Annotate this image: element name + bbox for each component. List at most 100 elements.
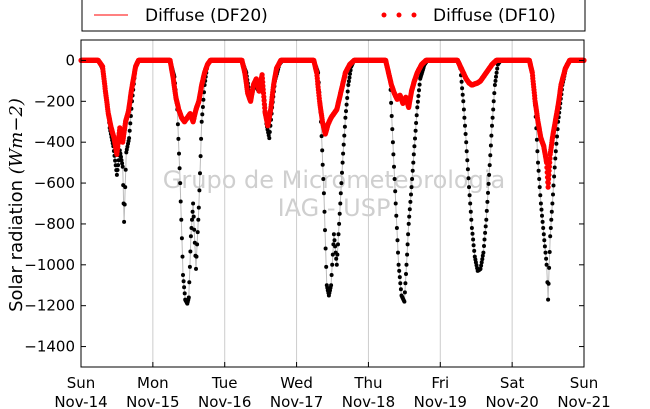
df20-point	[541, 232, 546, 237]
df20-point	[409, 192, 413, 197]
df20-point	[460, 92, 465, 97]
plot-background	[81, 40, 584, 367]
df20-point	[481, 250, 486, 255]
x-axis: SunNov-14MonNov-15TueNov-16WedNov-17ThuN…	[54, 362, 611, 409]
df20-point	[538, 201, 543, 206]
df20-point	[181, 279, 186, 284]
df20-point	[128, 121, 133, 126]
df20-point	[341, 142, 346, 147]
series-layer	[78, 57, 587, 306]
x-tick-label-date: Nov-16	[198, 393, 251, 409]
df20-point	[182, 285, 187, 290]
df20-point	[553, 156, 558, 161]
df20-point	[464, 140, 469, 145]
df20-point	[323, 246, 328, 251]
df20-point	[469, 226, 474, 230]
df20-point	[553, 149, 558, 154]
df20-point	[488, 153, 493, 158]
df20-point	[487, 172, 492, 177]
df20-point	[407, 207, 412, 212]
df20-point	[555, 134, 559, 139]
df20-point	[180, 254, 185, 259]
df20-point	[552, 165, 557, 170]
df20-point	[417, 88, 421, 93]
df20-point	[336, 232, 341, 237]
df20-point	[542, 244, 547, 249]
legend-marker-df10-1	[381, 12, 387, 18]
df20-point	[550, 201, 555, 206]
df20-point	[389, 100, 394, 105]
df20-point	[113, 158, 118, 163]
df20-point	[404, 262, 409, 267]
df20-point	[463, 132, 468, 136]
df20-point	[329, 273, 334, 277]
df20-point	[179, 217, 184, 222]
df20-point	[495, 66, 500, 71]
df20-point	[179, 236, 184, 241]
legend: Diffuse (DF20) Diffuse (DF10)	[81, 0, 586, 32]
df20-point	[390, 127, 395, 132]
df20-point	[392, 164, 396, 169]
df20-point	[536, 168, 541, 173]
legend-label-df20: Diffuse (DF20)	[145, 6, 268, 26]
df20-point	[490, 115, 495, 120]
df20-point	[551, 192, 555, 197]
df20-point	[330, 262, 335, 267]
df20-point	[341, 151, 346, 156]
df20-point	[486, 190, 490, 195]
df20-point	[554, 141, 559, 146]
df20-point	[267, 136, 272, 141]
y-tick-label: −800	[34, 215, 75, 233]
df20-point	[334, 262, 339, 267]
x-tick-label-day: Wed	[280, 374, 313, 392]
df20-point	[465, 158, 470, 163]
df20-point	[478, 266, 483, 271]
y-tick-label: −200	[34, 92, 75, 110]
df20-point	[191, 214, 196, 219]
x-tick-label-day: Fri	[431, 374, 449, 392]
df20-point	[330, 252, 335, 257]
df20-point	[190, 217, 194, 222]
df20-point	[390, 140, 395, 145]
df20-point	[544, 262, 549, 267]
df20-point	[191, 201, 196, 206]
df20-point	[319, 134, 324, 139]
df20-point	[187, 264, 192, 269]
df20-point	[394, 226, 399, 230]
df20-point	[538, 193, 543, 198]
df20-point	[195, 242, 200, 247]
df20-point	[494, 74, 498, 79]
df20-point	[546, 281, 551, 286]
df20-point	[552, 174, 557, 179]
df20-point	[482, 237, 487, 242]
df20-point	[186, 295, 191, 300]
df20-point	[549, 209, 554, 214]
df20-point	[188, 234, 193, 239]
df20-point	[116, 163, 121, 168]
df20-point	[539, 207, 544, 212]
df20-point	[127, 128, 132, 133]
df20-point	[397, 275, 402, 280]
df20-point	[547, 250, 552, 254]
df20-point	[267, 130, 272, 134]
df20-point	[397, 268, 402, 273]
df20-point	[460, 86, 465, 91]
df20-point	[195, 230, 200, 235]
df20-point	[182, 291, 187, 296]
watermark-line-2: IAG - USP	[278, 194, 391, 222]
df20-point	[396, 250, 400, 255]
df20-point	[331, 232, 336, 237]
df20-point	[321, 191, 326, 196]
df20-point	[389, 114, 394, 118]
df20-point	[459, 79, 464, 84]
df20-point	[417, 82, 422, 87]
y-tick-label: −400	[34, 133, 75, 151]
df20-point	[492, 83, 497, 87]
df20-point	[334, 256, 339, 261]
df20-point	[199, 119, 204, 124]
df20-point	[178, 181, 183, 186]
df20-point	[463, 123, 467, 128]
y-tick-label: −600	[34, 174, 75, 192]
x-tick-label-date: Nov-14	[54, 393, 107, 409]
plot-frame	[80, 39, 585, 368]
